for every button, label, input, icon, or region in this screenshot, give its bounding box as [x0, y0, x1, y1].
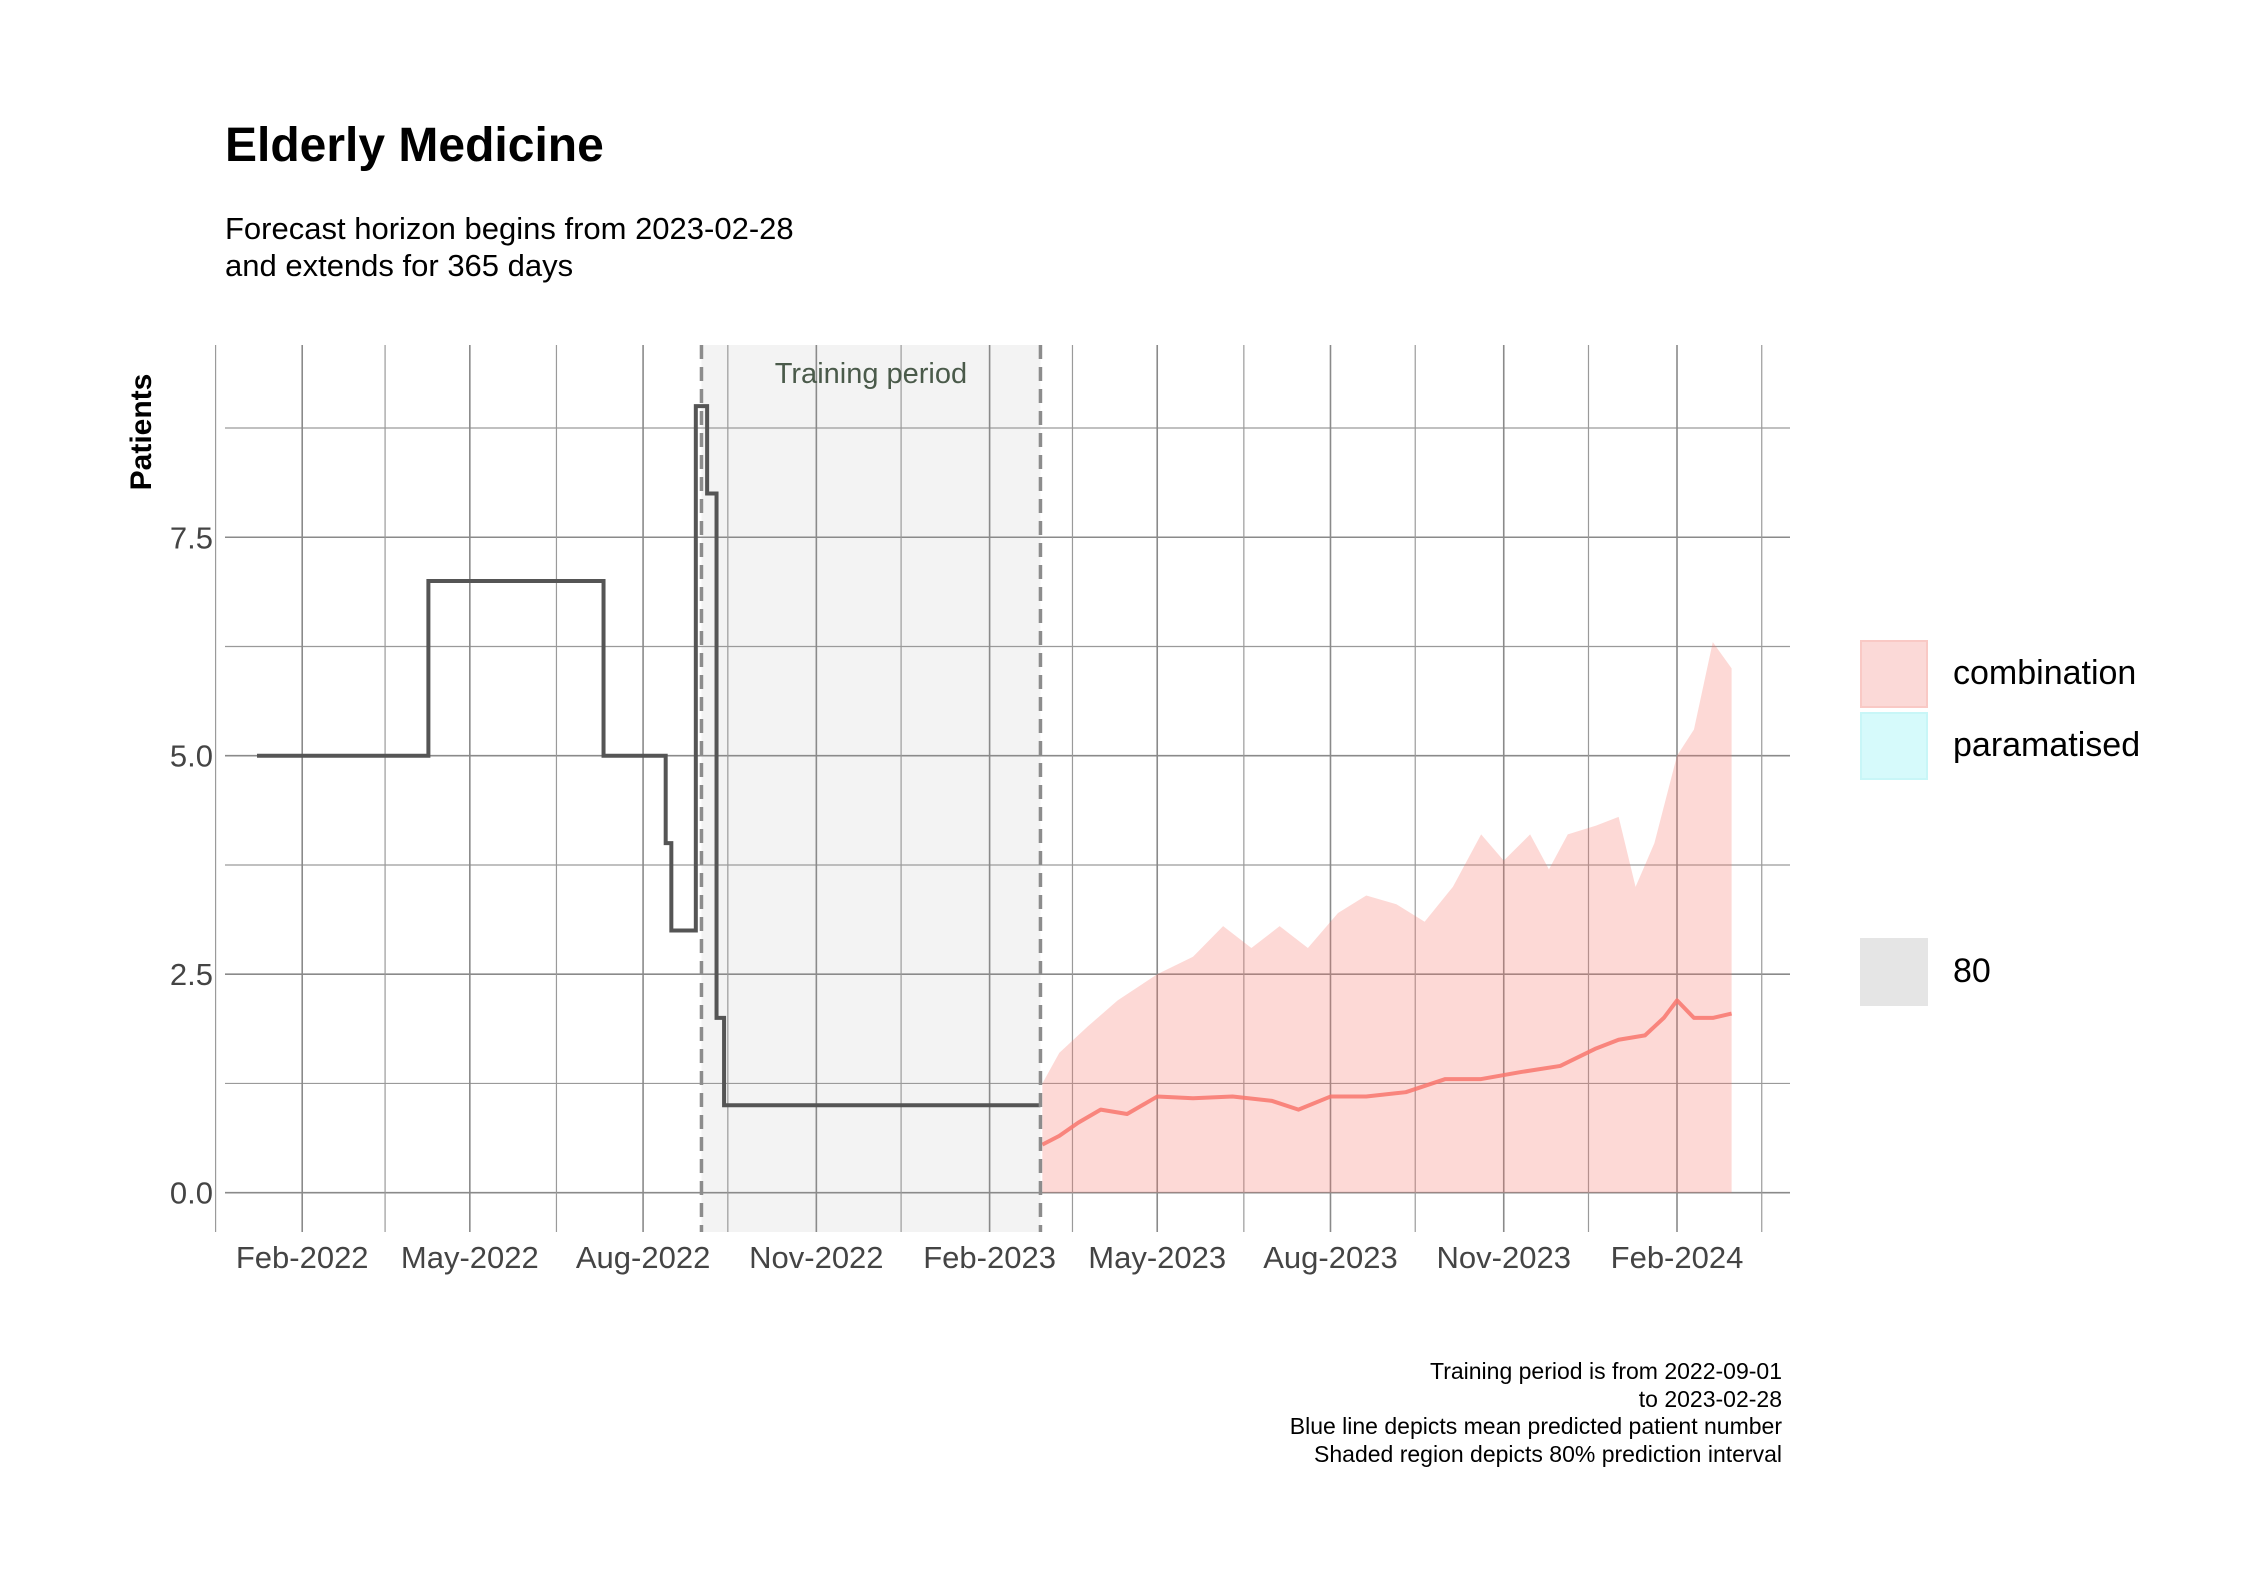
y-tick-label: 7.5 [170, 520, 213, 555]
combination-mean-line [1041, 998, 1733, 1147]
caption-line-2: to 2023-02-28 [1638, 1385, 1782, 1412]
x-tick-label: Feb-2024 [1611, 1240, 1744, 1275]
observed-patients-line [257, 404, 1041, 1108]
data-lines [257, 345, 1733, 1232]
subtitle-line-2: and extends for 365 days [225, 248, 574, 283]
y-axis-tick-labels: 0.0 2.5 5.0 7.5 [170, 520, 213, 1210]
x-tick-label: Aug-2022 [576, 1240, 710, 1275]
x-tick-label: Feb-2022 [236, 1240, 369, 1275]
legend-label-combination: combination [1953, 654, 2137, 692]
x-tick-label: Feb-2023 [923, 1240, 1056, 1275]
x-tick-label: Aug-2023 [1263, 1240, 1397, 1275]
grid-lines [214, 345, 1790, 1232]
x-tick-label: Nov-2023 [1437, 1240, 1571, 1275]
training-period-region [701, 345, 1041, 1232]
x-tick-label: May-2022 [401, 1240, 539, 1275]
prediction-interval-band [1042, 642, 1732, 1193]
y-tick-label: 5.0 [170, 739, 213, 774]
x-tick-label: May-2023 [1088, 1240, 1226, 1275]
y-tick-label: 0.0 [170, 1176, 213, 1211]
legend-key-paramatised [1860, 712, 1928, 780]
chart-title: Elderly Medicine [225, 119, 604, 172]
legend-key-combination [1860, 640, 1928, 708]
training-period-fill [701, 345, 1041, 1232]
subtitle-line-1: Forecast horizon begins from 2023-02-28 [225, 211, 794, 246]
legend-label-interval-80: 80 [1953, 952, 1991, 990]
y-axis-label: Patients [125, 374, 158, 491]
caption-line-3: Blue line depicts mean predicted patient… [1289, 1413, 1782, 1439]
legend-key-interval-80 [1860, 938, 1928, 1006]
chart-caption: Training period is from 2022-09-01 to 20… [1290, 1358, 1782, 1468]
legend-label-paramatised: paramatised [1953, 726, 2141, 764]
caption-line-4: Shaded region depicts 80% prediction int… [1314, 1440, 1782, 1467]
y-tick-label: 2.5 [170, 957, 213, 992]
combination-interval-band [1042, 642, 1732, 1193]
x-tick-label: Nov-2022 [749, 1240, 883, 1275]
caption-line-1: Training period is from 2022-09-01 [1430, 1358, 1782, 1384]
x-axis-tick-labels: Feb-2022 May-2022 Aug-2022 Nov-2022 Feb-2023… [236, 1240, 1744, 1275]
chart-subtitle: Forecast horizon begins from 2023-02-28 … [225, 210, 794, 284]
training-period-label: Training period [775, 358, 967, 390]
